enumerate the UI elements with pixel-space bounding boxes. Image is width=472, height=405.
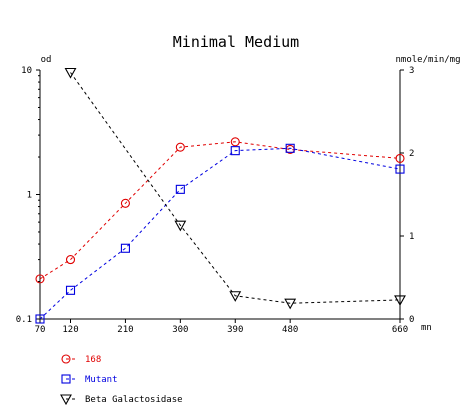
data-point [175,184,185,194]
y-right-tick-label: 3 [409,66,414,76]
y-left-tick-label: 10 [21,66,32,76]
x-tick-label: 300 [172,325,188,335]
y-right-tick-label: 2 [409,149,414,159]
data-point [120,198,130,208]
legend-label: Mutant [85,375,118,385]
legend-item: 168 [61,354,101,365]
data-point [64,67,77,79]
legend-marker [61,354,71,364]
data-point [174,220,187,232]
data-point [230,146,240,156]
y-right-axis-label: nmole/min/mg [395,55,460,65]
data-point [230,137,240,147]
legend-label: 168 [85,355,101,365]
axes: 70 120 210 300 390 480 660 0.1 1 10 0 1 2 3 [16,66,415,335]
legend-marker [60,394,72,405]
data-point [35,314,45,324]
x-tick-label: 70 [35,325,46,335]
data-point [284,298,297,310]
y-right-tick-label: 0 [409,315,414,325]
data-point [395,164,405,174]
x-tick-label: 660 [392,325,408,335]
series-layer [35,67,406,324]
data-point [35,274,45,284]
y-left-tick-label: 1 [27,191,32,201]
data-point [229,291,242,302]
data-point [394,295,406,307]
data-point [65,285,76,295]
data-point [175,142,185,152]
series-mutant [35,143,405,324]
series-line [39,141,401,280]
series-line [39,147,401,320]
legend-marker [61,374,71,384]
y-right-tick-label: 1 [409,232,414,242]
legend: 168 Mutant Beta Galactosidase [60,354,183,405]
x-tick-label: 480 [282,325,298,335]
x-tick-label: 120 [62,325,78,335]
data-point [395,153,405,163]
legend-item: Mutant [61,374,118,385]
chart-title: Minimal Medium [173,33,299,51]
y-left-tick-label: 0.1 [16,315,32,325]
legend-item: Beta Galactosidase [60,394,183,405]
series-line [70,72,401,304]
data-point [65,255,76,265]
data-point [120,243,130,253]
legend-label: Beta Galactosidase [85,395,183,405]
series-beta-galactosidase [64,67,406,310]
y-left-axis-label: od [41,55,52,65]
x-tick-label: 210 [117,325,133,335]
x-tick-label: 390 [227,325,243,335]
x-axis-label: mn [421,323,432,333]
data-point [285,143,295,153]
